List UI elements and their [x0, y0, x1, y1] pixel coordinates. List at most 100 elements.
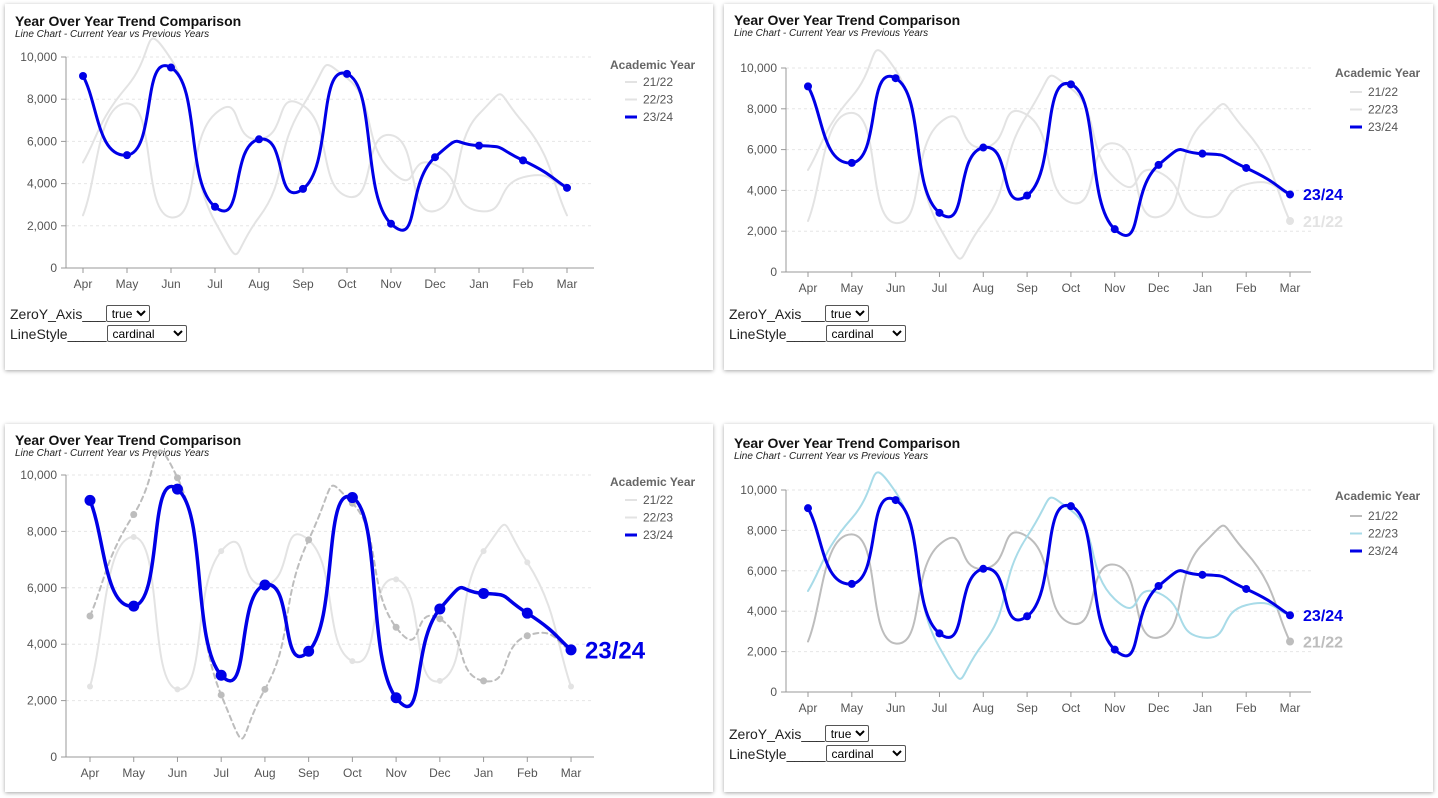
- line-style-select[interactable]: cardinallinearmonotonestep: [825, 745, 906, 762]
- zero-y-axis-select[interactable]: truefalse: [824, 305, 869, 322]
- data-point: [349, 658, 356, 665]
- line-style-control: LineStyle_____ cardinallinearmonotoneste…: [10, 325, 187, 342]
- chart-subtitle: Line Chart - Current Year vs Previous Ye…: [15, 29, 210, 40]
- legend-label: 23/24: [643, 110, 673, 124]
- zero-y-axis-control: ZeroY_Axis___ truefalse: [729, 725, 869, 742]
- series-line-21-22: [807, 524, 1291, 645]
- x-tick-label: Oct: [338, 277, 357, 291]
- zero-y-axis-label: ZeroY_Axis___: [10, 305, 106, 322]
- y-tick-label: 2,000: [747, 224, 777, 238]
- y-tick-label: 0: [770, 685, 777, 699]
- y-tick-label: 10,000: [740, 61, 777, 75]
- y-tick-label: 6,000: [27, 581, 57, 595]
- legend-label: 22/23: [1368, 527, 1398, 541]
- data-point: [804, 504, 812, 513]
- y-tick-label: 2,000: [27, 219, 57, 233]
- x-tick-label: Jul: [214, 766, 229, 780]
- line-style-label: LineStyle_____: [10, 325, 107, 342]
- chart-subtitle: Line Chart - Current Year vs Previous Ye…: [734, 451, 929, 462]
- x-tick-label: Oct: [1062, 701, 1081, 715]
- data-point: [259, 579, 271, 591]
- chart-subtitle: Line Chart - Current Year vs Previous Ye…: [734, 28, 929, 39]
- x-tick-label: Mar: [557, 277, 578, 291]
- zero-y-axis-control: ZeroY_Axis___ truefalse: [729, 305, 869, 322]
- x-tick-label: May: [840, 701, 863, 715]
- x-tick-label: Dec: [1148, 281, 1169, 295]
- series-line-23-24: [88, 484, 573, 709]
- x-tick-label: May: [840, 281, 863, 295]
- legend-title: Academic Year: [1335, 489, 1421, 503]
- x-tick-label: Aug: [973, 281, 994, 295]
- legend-label: 23/24: [1368, 120, 1398, 134]
- data-point: [1286, 637, 1295, 646]
- legend-label: 21/22: [643, 75, 673, 89]
- series-end-label: 23/24: [585, 637, 646, 664]
- data-point: [1023, 612, 1032, 621]
- data-point: [935, 629, 944, 638]
- data-point: [79, 71, 87, 80]
- data-point: [218, 548, 225, 555]
- data-point: [979, 143, 988, 152]
- zero-y-axis-select[interactable]: truefalse: [105, 305, 150, 322]
- chart-panel-4: Year Over Year Trend Comparison Line Cha…: [724, 424, 1433, 792]
- zero-y-axis-label: ZeroY_Axis___: [729, 305, 825, 322]
- x-tick-label: Nov: [385, 766, 406, 780]
- x-tick-label: Jan: [469, 277, 488, 291]
- y-tick-label: 2,000: [27, 694, 57, 708]
- zero-y-axis-select[interactable]: truefalse: [824, 725, 869, 742]
- series-end-label: 21/22: [1303, 634, 1343, 651]
- legend-label: 22/23: [643, 511, 673, 525]
- y-tick-label: 2,000: [747, 645, 777, 659]
- legend-label: 21/22: [643, 493, 673, 507]
- series-line-23-24: [806, 74, 1292, 237]
- data-point: [173, 474, 181, 482]
- data-point: [123, 151, 131, 160]
- x-tick-label: Jul: [932, 281, 947, 295]
- data-point: [128, 600, 140, 612]
- legend-title: Academic Year: [1335, 66, 1421, 80]
- data-point: [565, 644, 577, 656]
- data-point: [84, 494, 96, 506]
- chart-panel-3: Year Over Year Trend Comparison Line Cha…: [5, 424, 713, 792]
- chart-panel-2: Year Over Year Trend Comparison Line Cha…: [724, 4, 1433, 370]
- line-style-select[interactable]: cardinallinearmonotonestep: [825, 325, 906, 342]
- y-tick-label: 10,000: [20, 468, 57, 482]
- legend-label: 21/22: [1368, 85, 1398, 99]
- chart-title: Year Over Year Trend Comparison: [734, 12, 961, 28]
- series-end-label: 23/24: [1303, 608, 1343, 625]
- x-tick-label: Jan: [1193, 701, 1212, 715]
- line-style-control: LineStyle_____ cardinallinearmonotoneste…: [729, 325, 906, 342]
- data-point: [1198, 149, 1207, 158]
- data-point: [171, 483, 183, 495]
- data-point: [1110, 645, 1119, 654]
- data-point: [217, 691, 225, 699]
- legend-label: 23/24: [1368, 544, 1398, 558]
- x-tick-label: Jun: [886, 281, 905, 295]
- line-chart-2: 0 2,000 4,000 6,000 8,000 10,000 Apr May Jun Jul A…: [740, 49, 1421, 295]
- series-end-label: 23/24: [1303, 187, 1343, 204]
- x-tick-label: Sep: [292, 277, 314, 291]
- data-point: [891, 496, 900, 505]
- x-tick-label: Feb: [1236, 701, 1257, 715]
- data-point: [891, 74, 900, 83]
- data-point: [86, 612, 94, 620]
- data-point: [568, 683, 575, 690]
- series-line-22-23: [82, 37, 568, 256]
- data-point: [478, 587, 490, 599]
- line-style-select[interactable]: cardinallinearmonotonestep: [106, 325, 187, 342]
- data-point: [346, 492, 358, 504]
- data-point: [261, 685, 269, 693]
- x-tick-label: Jul: [932, 701, 947, 715]
- series-line-21-22: [807, 103, 1291, 225]
- data-point: [255, 135, 263, 144]
- x-tick-label: Apr: [799, 281, 818, 295]
- x-tick-label: Sep: [298, 766, 320, 780]
- legend-label: 22/23: [643, 93, 673, 107]
- x-tick-label: Jan: [1193, 281, 1212, 295]
- series-line-23-24: [81, 64, 569, 232]
- data-point: [434, 603, 446, 615]
- line-chart-1: 0 2,000 4,000 6,000 8,000 10,000 Apr May Jun Jul A…: [20, 37, 696, 291]
- data-point: [480, 548, 487, 555]
- data-point: [1110, 225, 1119, 234]
- x-tick-label: Apr: [74, 277, 93, 291]
